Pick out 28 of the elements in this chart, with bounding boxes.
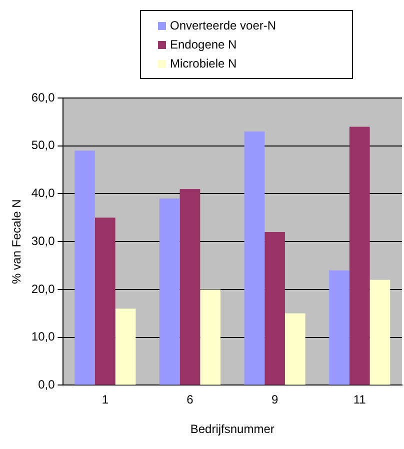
bar <box>94 218 116 385</box>
y-tick-label: 20,0 <box>31 282 56 296</box>
y-tick-label: 10,0 <box>31 330 56 344</box>
bar <box>370 280 390 385</box>
bar <box>159 198 180 385</box>
y-tick-label: 40,0 <box>31 186 56 200</box>
bar <box>244 132 265 385</box>
y-axis-title: % van Fecale N <box>10 199 24 284</box>
x-tick-label: 11 <box>353 392 366 407</box>
legend-label: Microbiele N <box>170 56 237 70</box>
y-tick-label: 0,0 <box>38 378 56 392</box>
legend-label: Endogene N <box>170 37 237 52</box>
y-tick-label: 50,0 <box>31 138 56 152</box>
x-axis-title: Bedrijfsnummer <box>190 422 274 436</box>
y-tick-label: 30,0 <box>31 234 56 248</box>
bar <box>329 270 350 385</box>
y-tick-label: 60,0 <box>31 90 56 104</box>
legend-label: Onverteerde voer-N <box>170 18 276 32</box>
bar <box>284 313 306 385</box>
bar <box>349 126 370 385</box>
bar <box>74 150 95 385</box>
bar <box>200 289 221 385</box>
bar <box>264 232 285 385</box>
bar <box>115 308 136 385</box>
x-tick-label: 1 <box>102 392 109 407</box>
bar <box>180 188 200 385</box>
x-tick-label: 9 <box>271 392 278 407</box>
x-tick-label: 6 <box>186 392 194 407</box>
